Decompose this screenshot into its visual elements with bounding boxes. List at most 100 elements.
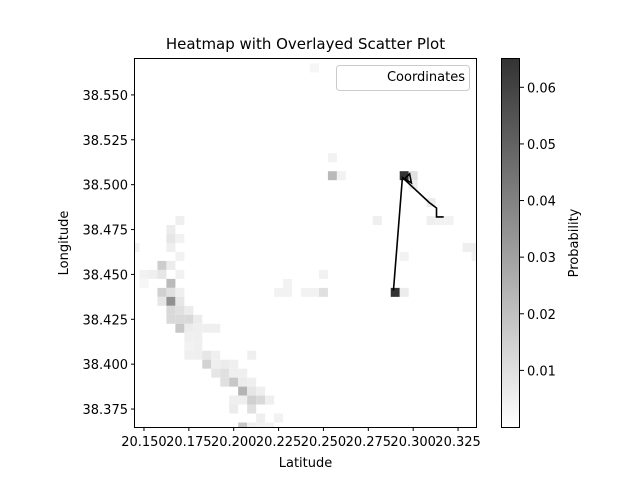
heatmap-cell [318,287,328,297]
heatmap-cell [247,422,257,427]
heatmap-cell [318,269,328,279]
colorbar-tick-label: 0.03 [527,251,556,266]
heatmap-cell [166,296,176,306]
heatmap-cell [408,171,418,181]
heatmap-cell [135,243,140,252]
heatmap-cell [399,171,409,181]
heatmap-cells [135,63,476,427]
heatmap-cell [166,287,176,297]
heatmap-cell [202,359,212,369]
heatmap-cell [265,395,275,405]
heatmap-cell [256,386,266,396]
colorbar-label: Probability [567,208,582,277]
heatmap-cell [193,323,203,333]
y-tick-label: 38.425 [83,313,129,328]
heatmap-cell [166,278,176,288]
heatmap-cell [175,296,185,306]
x-tick-label: 20.275 [346,435,392,450]
heatmap-cell [175,269,185,279]
heatmap-cell [193,332,203,342]
heatmap-cell [471,243,476,252]
x-tick-label: 20.300 [390,435,436,450]
x-tick-label: 20.250 [301,435,347,450]
heatmap-cell [265,422,275,427]
heatmap-cell [229,368,239,378]
heatmap-cell [157,296,167,306]
heatmap-cell [238,395,248,405]
heatmap-cell [247,350,257,360]
heatmap-cell [184,305,194,315]
heatmap-cell [211,368,221,378]
y-tick-label: 38.525 [83,134,129,149]
heatmap-cell [175,251,185,261]
heatmap-cell [157,260,167,270]
heatmap-cell [175,216,185,226]
heatmap-cell [175,287,185,297]
heatmap-cell [327,153,337,163]
heatmap-cell [139,278,149,288]
y-tick-label: 38.475 [83,224,129,239]
x-axis: 20.150 20.175 20.200 20.225 20.250 20.275 20.3… [121,427,481,450]
heatmap-cell [238,422,248,427]
heatmap-cell [175,234,185,243]
heatmap-cell [229,395,239,405]
heatmap-cell [274,413,284,423]
colorbar-tick-label: 0.02 [527,308,556,323]
heatmap-cell [274,287,284,297]
y-tick-label: 38.550 [83,89,129,104]
heatmap-cell [256,413,266,423]
y-tick-label: 38.400 [83,358,129,373]
heatmap-cell [175,323,185,333]
colorbar-tick-label: 0.01 [527,364,556,379]
scatter-path [392,172,444,291]
y-tick-label: 38.450 [83,268,129,283]
heatmap-cell [220,377,230,387]
heatmap-cell [202,323,212,333]
heatmap-cell [408,180,418,190]
heatmap-cell [148,269,158,279]
heatmap-cell [184,323,194,333]
heatmap-cell [301,287,310,297]
colorbar [501,58,520,428]
heatmap-cell [336,171,346,181]
heatmap-cell [211,323,221,333]
heatmap-cell [220,359,230,369]
heatmap-cell [193,350,203,360]
heatmap-cell [444,216,454,226]
heatmap-cell [229,404,239,414]
heatmap-cell [229,359,239,369]
heatmap-cell [166,225,176,235]
x-axis-label: Latitude [279,456,333,471]
heatmap-cell [157,269,167,279]
heatmap-cell [426,216,436,226]
heatmap-cell [166,234,176,243]
heatmap-cell [166,305,176,315]
heatmap-cell [166,243,176,252]
heatmap-cell [211,350,221,360]
heatmap-cell [471,251,476,261]
heatmap-cell [238,377,248,387]
heatmap-cell [309,287,319,297]
heatmap-cell [229,377,239,387]
heatmap-cell [238,386,248,396]
heatmap-cell [193,341,203,351]
y-axis: 38.375 38.400 38.425 38.450 38.475 38.500 38.5… [83,89,135,418]
heatmap-cell [157,287,167,297]
heatmap-cell [139,269,149,279]
legend: Coordinates [336,65,470,91]
plot-frame [134,58,477,428]
colorbar-tick-label: 0.04 [527,195,556,210]
heatmap-cell [238,368,248,378]
heatmap-cell [202,350,212,360]
heatmap-cell [166,260,176,270]
heatmap-cell [399,287,409,297]
x-tick-label: 20.150 [121,435,167,450]
colorbar-axis: 0.01 0.02 0.03 0.04 0.05 0.06 [520,81,556,379]
heatmap-cell [426,198,436,208]
x-tick-label: 20.200 [211,435,257,450]
heatmap-cell [166,314,176,324]
heatmap-cell [247,404,257,414]
colorbar-tick-label: 0.05 [527,138,556,153]
